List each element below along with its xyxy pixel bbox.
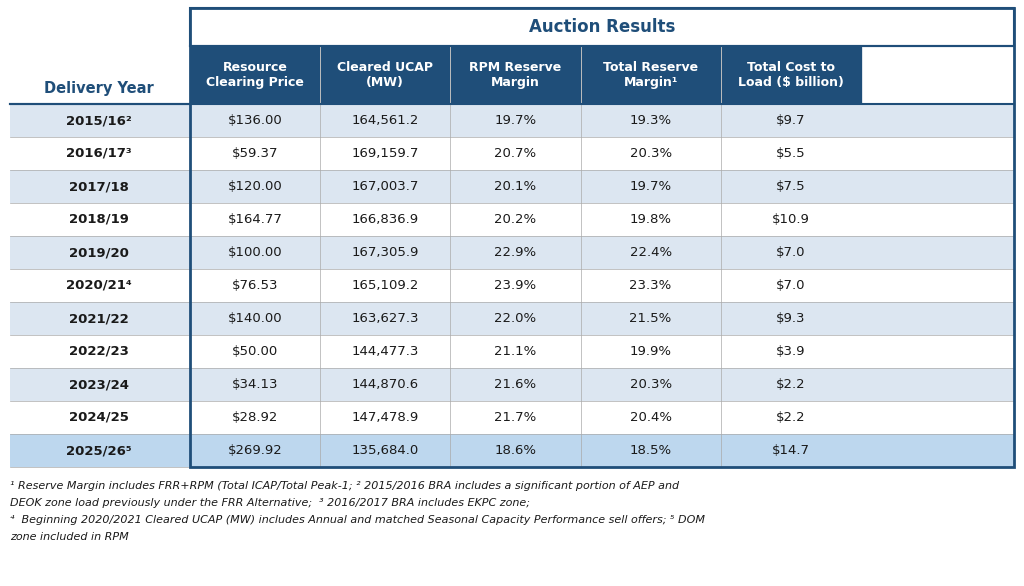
Text: ¹ Reserve Margin includes FRR+RPM (Total ICAP/Total Peak-1; ² 2015/2016 BRA incl: ¹ Reserve Margin includes FRR+RPM (Total… — [10, 481, 679, 491]
Text: 135,684.0: 135,684.0 — [351, 444, 419, 457]
Text: $136.00: $136.00 — [227, 114, 283, 127]
Text: 2018/19: 2018/19 — [69, 213, 129, 226]
Text: 20.4%: 20.4% — [630, 411, 672, 424]
Text: 21.5%: 21.5% — [630, 312, 672, 325]
Text: 2024/25: 2024/25 — [69, 411, 129, 424]
Text: $14.7: $14.7 — [772, 444, 810, 457]
Bar — [10, 104, 1014, 137]
Text: RPM Reserve
Margin: RPM Reserve Margin — [469, 61, 561, 89]
Bar — [190, 8, 1014, 467]
Bar — [10, 401, 1014, 434]
Text: $10.9: $10.9 — [772, 213, 810, 226]
Text: 2021/22: 2021/22 — [70, 312, 129, 325]
Text: 2025/26⁵: 2025/26⁵ — [67, 444, 132, 457]
Text: 21.1%: 21.1% — [495, 345, 537, 358]
Bar — [10, 269, 1014, 302]
Text: 20.3%: 20.3% — [630, 378, 672, 391]
Text: $7.0: $7.0 — [776, 279, 806, 292]
Text: 23.9%: 23.9% — [495, 279, 537, 292]
Text: 147,478.9: 147,478.9 — [351, 411, 419, 424]
Text: 164,561.2: 164,561.2 — [351, 114, 419, 127]
Text: Delivery Year: Delivery Year — [44, 81, 154, 96]
Text: $59.37: $59.37 — [231, 147, 279, 160]
Bar — [190, 46, 321, 104]
Text: $7.5: $7.5 — [776, 180, 806, 193]
Text: ⁴  Beginning 2020/2021 Cleared UCAP (MW) includes Annual and matched Seasonal Ca: ⁴ Beginning 2020/2021 Cleared UCAP (MW) … — [10, 515, 705, 525]
Text: 169,159.7: 169,159.7 — [351, 147, 419, 160]
Text: 19.8%: 19.8% — [630, 213, 672, 226]
Bar — [10, 236, 1014, 269]
Text: 2016/17³: 2016/17³ — [67, 147, 132, 160]
Text: 20.2%: 20.2% — [495, 213, 537, 226]
Text: $269.92: $269.92 — [227, 444, 283, 457]
Bar — [10, 335, 1014, 368]
Text: $2.2: $2.2 — [776, 411, 806, 424]
Bar — [10, 368, 1014, 401]
Text: DEOK zone load previously under the FRR Alternative;  ³ 2016/2017 BRA includes E: DEOK zone load previously under the FRR … — [10, 498, 530, 508]
Text: $2.2: $2.2 — [776, 378, 806, 391]
Text: 2015/16²: 2015/16² — [67, 114, 132, 127]
Text: 20.7%: 20.7% — [495, 147, 537, 160]
Text: Total Cost to
Load ($ billion): Total Cost to Load ($ billion) — [738, 61, 844, 89]
Text: 22.4%: 22.4% — [630, 246, 672, 259]
Text: 19.9%: 19.9% — [630, 345, 672, 358]
Text: 21.7%: 21.7% — [495, 411, 537, 424]
Bar — [581, 46, 721, 104]
Text: $140.00: $140.00 — [227, 312, 283, 325]
Text: Total Reserve
Margin¹: Total Reserve Margin¹ — [603, 61, 698, 89]
Text: 23.3%: 23.3% — [630, 279, 672, 292]
Bar — [10, 137, 1014, 170]
Text: $9.3: $9.3 — [776, 312, 806, 325]
Text: Auction Results: Auction Results — [528, 18, 675, 36]
Text: 144,870.6: 144,870.6 — [351, 378, 419, 391]
Text: 163,627.3: 163,627.3 — [351, 312, 419, 325]
Text: 20.3%: 20.3% — [630, 147, 672, 160]
Text: 19.7%: 19.7% — [630, 180, 672, 193]
Text: 2022/23: 2022/23 — [69, 345, 129, 358]
Text: 2020/21⁴: 2020/21⁴ — [67, 279, 132, 292]
Text: 19.7%: 19.7% — [495, 114, 537, 127]
Text: $164.77: $164.77 — [227, 213, 283, 226]
Text: 144,477.3: 144,477.3 — [351, 345, 419, 358]
Text: $3.9: $3.9 — [776, 345, 806, 358]
Text: 2017/18: 2017/18 — [69, 180, 129, 193]
Bar — [10, 302, 1014, 335]
Text: $34.13: $34.13 — [231, 378, 279, 391]
Text: 166,836.9: 166,836.9 — [351, 213, 419, 226]
Text: 167,003.7: 167,003.7 — [351, 180, 419, 193]
Text: 18.5%: 18.5% — [630, 444, 672, 457]
Text: 22.9%: 22.9% — [495, 246, 537, 259]
Text: 20.1%: 20.1% — [495, 180, 537, 193]
Text: 21.6%: 21.6% — [495, 378, 537, 391]
Text: 2023/24: 2023/24 — [69, 378, 129, 391]
Text: 19.3%: 19.3% — [630, 114, 672, 127]
Text: 2019/20: 2019/20 — [69, 246, 129, 259]
Bar — [10, 170, 1014, 203]
Text: $100.00: $100.00 — [227, 246, 283, 259]
Text: 167,305.9: 167,305.9 — [351, 246, 419, 259]
Text: 18.6%: 18.6% — [495, 444, 537, 457]
Text: $5.5: $5.5 — [776, 147, 806, 160]
Text: Resource
Clearing Price: Resource Clearing Price — [206, 61, 304, 89]
Bar — [721, 46, 861, 104]
Text: $28.92: $28.92 — [231, 411, 279, 424]
Bar — [190, 8, 1014, 46]
Text: $9.7: $9.7 — [776, 114, 806, 127]
Text: Cleared UCAP
(MW): Cleared UCAP (MW) — [337, 61, 433, 89]
Bar — [451, 46, 581, 104]
Text: $120.00: $120.00 — [227, 180, 283, 193]
Text: $50.00: $50.00 — [232, 345, 279, 358]
Bar — [10, 8, 188, 104]
Text: $7.0: $7.0 — [776, 246, 806, 259]
Text: 165,109.2: 165,109.2 — [351, 279, 419, 292]
Bar — [321, 46, 451, 104]
Text: 22.0%: 22.0% — [495, 312, 537, 325]
Bar — [10, 434, 1014, 467]
Text: zone included in RPM: zone included in RPM — [10, 532, 129, 542]
Bar — [10, 203, 1014, 236]
Text: $76.53: $76.53 — [231, 279, 279, 292]
